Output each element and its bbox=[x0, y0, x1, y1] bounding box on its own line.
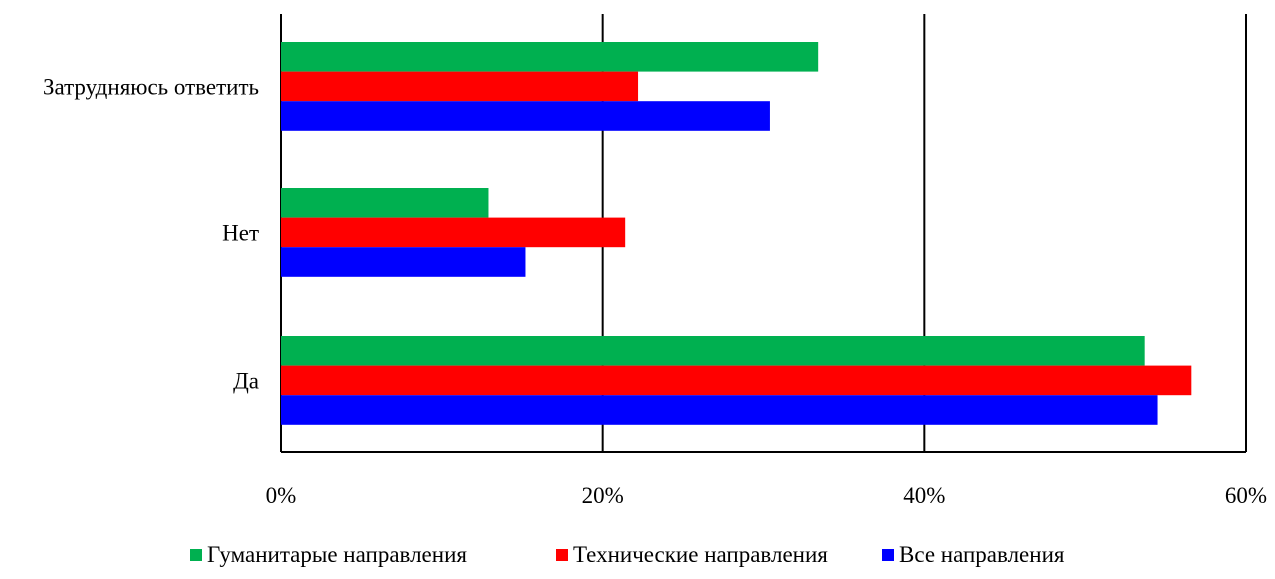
legend-label: Технические направления bbox=[573, 542, 828, 567]
legend-swatch bbox=[556, 549, 568, 561]
bar bbox=[281, 365, 1192, 396]
legend-label: Гуманитарые направления bbox=[207, 542, 467, 567]
legend-label: Все направления bbox=[899, 542, 1065, 567]
bar bbox=[281, 336, 1145, 366]
x-tick-label: 40% bbox=[903, 483, 945, 508]
x-tick-label: 20% bbox=[582, 483, 624, 508]
bar bbox=[281, 71, 639, 102]
bar bbox=[281, 101, 770, 131]
labels-layer: 0% 20% 40% 60% Затрудняюсь ответить Нет Да bbox=[43, 74, 1267, 508]
x-tick-label: 60% bbox=[1225, 483, 1267, 508]
category-label: Затрудняюсь ответить bbox=[43, 74, 259, 99]
bar bbox=[281, 395, 1158, 425]
x-tick-label: 0% bbox=[266, 483, 297, 508]
legend: Гуманитарые направления Технические напра… bbox=[190, 542, 1065, 567]
legend-swatch bbox=[882, 549, 894, 561]
bar bbox=[281, 188, 489, 218]
bar bbox=[281, 247, 526, 277]
bars-layer bbox=[281, 42, 1192, 425]
category-label: Да bbox=[233, 368, 259, 393]
bar bbox=[281, 217, 626, 248]
bar bbox=[281, 42, 819, 72]
category-label: Нет bbox=[222, 220, 259, 245]
legend-swatch bbox=[190, 549, 202, 561]
